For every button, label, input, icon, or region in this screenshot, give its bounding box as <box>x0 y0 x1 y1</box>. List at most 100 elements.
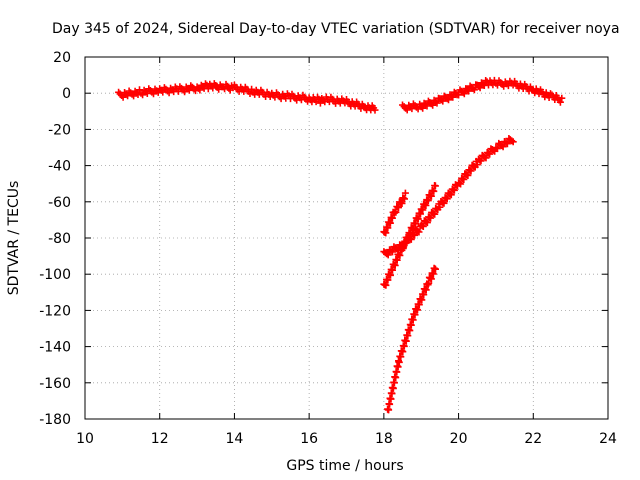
data-point <box>418 296 426 304</box>
data-point <box>445 96 452 104</box>
series-track-a <box>380 189 409 237</box>
x-tick-label: 20 <box>450 431 468 447</box>
data-point <box>407 321 415 329</box>
y-axis-label: SDTVAR / TECUs <box>6 181 22 296</box>
data-point <box>402 337 410 345</box>
x-tick-label: 24 <box>599 431 617 447</box>
data-point <box>382 281 390 289</box>
data-point <box>470 86 478 94</box>
y-tick-label: -140 <box>39 340 71 356</box>
data-points <box>115 76 566 414</box>
data-point <box>493 145 501 153</box>
data-point <box>436 203 444 211</box>
y-tick-label: -100 <box>39 267 71 283</box>
data-point <box>558 94 566 102</box>
data-point <box>395 204 402 212</box>
data-point <box>431 210 439 218</box>
data-point <box>403 239 411 247</box>
x-tick-label: 18 <box>375 431 393 447</box>
data-point <box>407 235 415 243</box>
data-point <box>439 97 447 105</box>
data-point <box>503 140 511 148</box>
data-point <box>371 106 379 114</box>
data-point <box>394 246 402 254</box>
data-point <box>473 161 481 169</box>
x-tick-label: 14 <box>226 431 244 447</box>
data-point <box>397 353 405 361</box>
data-point <box>499 143 507 151</box>
y-tick-label: -20 <box>48 122 71 138</box>
data-point <box>475 82 483 90</box>
data-point <box>508 137 516 145</box>
y-tick-label: -60 <box>48 195 71 211</box>
data-point <box>482 154 490 162</box>
data-point <box>422 286 430 294</box>
data-point <box>415 301 423 309</box>
data-point <box>556 98 564 106</box>
data-point <box>419 223 427 230</box>
data-point <box>463 86 471 94</box>
y-tick-label: -40 <box>48 159 71 175</box>
data-point <box>479 80 487 88</box>
data-point <box>447 92 455 100</box>
data-point <box>382 229 390 237</box>
data-point <box>498 142 506 150</box>
data-point <box>455 91 463 99</box>
data-point <box>477 157 485 165</box>
series-track-c <box>380 135 517 259</box>
data-point <box>409 316 417 324</box>
data-point <box>547 90 554 98</box>
data-point <box>437 96 445 104</box>
data-point <box>502 139 510 147</box>
data-point <box>420 291 428 299</box>
data-point <box>443 195 451 203</box>
x-tick-label: 10 <box>76 431 94 447</box>
data-point <box>389 266 396 274</box>
data-point <box>392 208 400 216</box>
y-tick-label: 0 <box>62 86 71 102</box>
data-point <box>383 250 391 258</box>
data-point <box>419 104 427 112</box>
y-tick-label: -80 <box>48 231 71 247</box>
data-point <box>464 172 472 179</box>
data-point <box>396 251 404 259</box>
data-point <box>432 265 439 273</box>
axis-ticks: 10 12 14 16 18 20 22 24 20 0 -20 -40 -60 -80 -100 -120 -… <box>39 50 617 447</box>
data-point <box>430 187 438 195</box>
data-point <box>433 99 441 107</box>
data-point <box>393 245 401 253</box>
data-point <box>486 150 494 158</box>
grid-lines <box>85 57 608 419</box>
data-point <box>459 88 467 96</box>
data-point <box>400 243 408 251</box>
data-point <box>431 182 439 190</box>
x-tick-label: 16 <box>300 431 318 447</box>
data-point <box>476 84 484 92</box>
data-point <box>465 87 473 95</box>
data-point <box>476 156 484 164</box>
x-tick-label: 12 <box>151 431 169 447</box>
y-tick-label: 20 <box>53 50 71 66</box>
data-point <box>443 95 451 103</box>
data-point <box>427 192 435 200</box>
y-tick-label: -180 <box>39 412 71 428</box>
data-point <box>419 206 427 214</box>
data-point <box>401 195 408 203</box>
data-point <box>412 220 419 228</box>
data-point <box>414 215 422 223</box>
data-point <box>389 248 396 256</box>
data-point <box>384 276 392 284</box>
data-point <box>440 199 448 207</box>
data-point <box>400 342 408 350</box>
data-point <box>399 348 407 356</box>
y-tick-label: -160 <box>39 376 71 392</box>
y-tick-label: -120 <box>39 303 71 319</box>
data-point <box>387 247 395 255</box>
data-point <box>406 327 414 335</box>
data-point <box>411 311 419 319</box>
data-point <box>404 332 412 340</box>
data-point <box>411 231 419 239</box>
data-point <box>457 180 465 188</box>
data-point <box>393 256 401 264</box>
